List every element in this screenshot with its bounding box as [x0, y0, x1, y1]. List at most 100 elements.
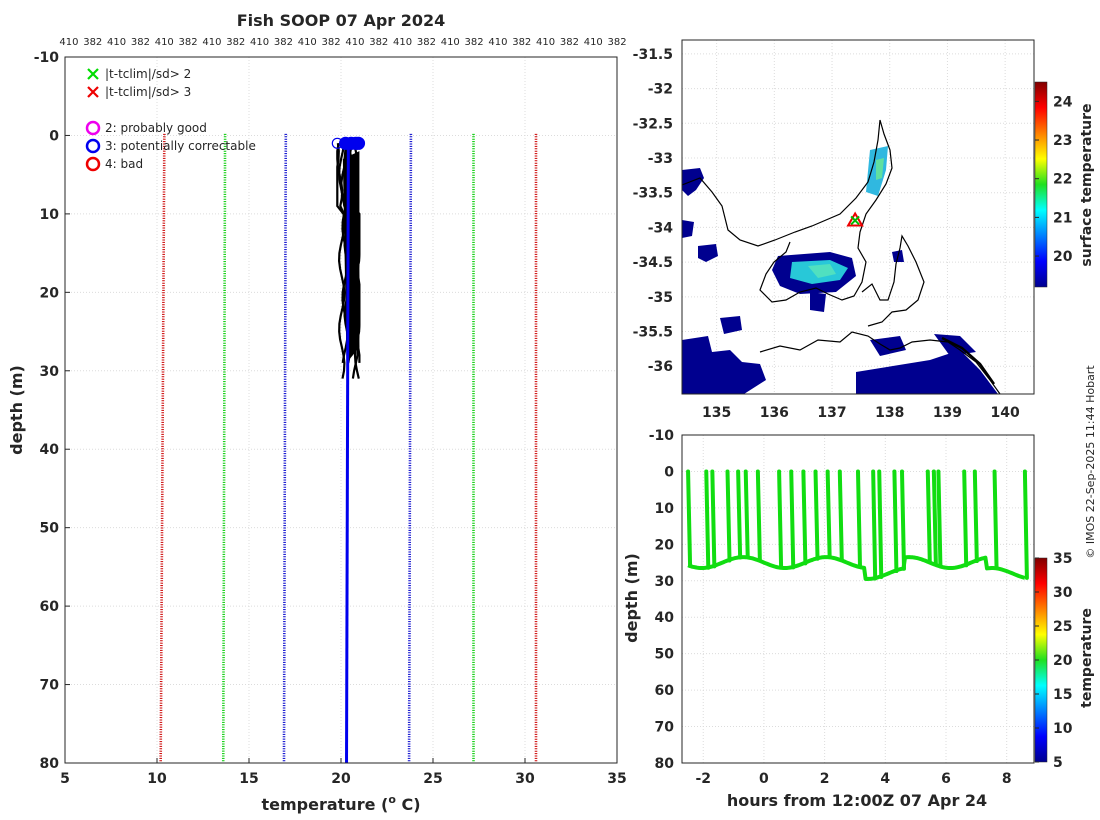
sst-patch-sw: [682, 336, 766, 394]
profile-y-label: depth (m): [7, 365, 26, 455]
profile-y-tick-label: 70: [40, 678, 60, 694]
timeseries-y-tick-label: 30: [655, 574, 675, 590]
timeseries-x-tick-label: 0: [759, 771, 769, 787]
timeseries-profile-cast: [743, 469, 750, 560]
timeseries-profile-cast: [871, 469, 878, 581]
timeseries-points: [686, 469, 1029, 581]
profile-y-tick-label: 40: [40, 442, 60, 458]
map-panel: 135 136 137 138 139 140 -31.5 -32 -32.5 -33 -33.5…: [633, 39, 1095, 421]
legend-label: 3: potentially correctable: [105, 139, 256, 153]
profile-legend: |t-tclim|/sd> 2 |t-tclim|/sd> 3 2: probabl…: [85, 67, 256, 172]
profile-top-label: 410: [584, 37, 603, 48]
mean-profile-line: [345, 143, 350, 764]
imos-watermark: © IMOS 22-Sep-2025 11:44 Hobart: [1084, 365, 1097, 559]
timeseries-x-ticks: -2 0 2 4 6 8: [695, 771, 1011, 787]
profile-x-ticks: 5 10 15 20 25 30 35: [60, 758, 627, 787]
timeseries-profile-cast: [686, 469, 693, 568]
profile-y-tick-label: -10: [34, 50, 60, 66]
timeseries-panel: -2 0 2 4 6 8 -10 0 10 20 30 40 50 60 70 80 hours from …: [622, 428, 1095, 810]
profile-x-label-text: temperature (: [261, 795, 388, 814]
timeseries-y-label: depth (m): [622, 553, 641, 643]
timeseries-profile-cast: [900, 469, 906, 571]
profile-top-label: 410: [298, 37, 317, 48]
map-y-tick-label: -31.5: [633, 47, 673, 63]
profile-x-tick-label: 20: [331, 771, 351, 787]
map-y-tick-label: -33: [648, 151, 673, 167]
profile-y-tick-label: 10: [40, 207, 60, 223]
map-colorbar-tick-label: 22: [1053, 172, 1072, 188]
map-x-tick-label: 138: [875, 405, 904, 421]
timeseries-profile-cast: [1022, 469, 1029, 580]
legend-label: |t-tclim|/sd> 2: [105, 67, 191, 81]
timeseries-x-tick-label: 8: [1002, 771, 1012, 787]
timeseries-x-tick-label: 6: [941, 771, 951, 787]
observed-profile-core: [342, 151, 360, 363]
map-contents: [682, 119, 1001, 394]
profile-top-label: 410: [155, 37, 174, 48]
profile-title: Fish SOOP 07 Apr 2024: [237, 11, 446, 30]
timeseries-y-tick-label: 70: [655, 720, 675, 736]
map-x-tick-label: 135: [702, 405, 731, 421]
map-colorbar-tick-label: 21: [1053, 210, 1072, 226]
profile-top-label: 382: [83, 37, 102, 48]
profile-top-label: 382: [369, 37, 388, 48]
observed-profile: [336, 143, 346, 379]
climatology-dots: [282, 133, 288, 763]
sst-gulf-head-core: [876, 158, 884, 180]
profile-top-label: 382: [131, 37, 150, 48]
timeseries-profile-cast: [825, 469, 832, 560]
timeseries-y-tick-label: 40: [655, 610, 675, 626]
timeseries-y-tick-label: 20: [655, 537, 675, 553]
timeseries-profile-cast: [992, 469, 999, 571]
profile-top-label: 382: [179, 37, 198, 48]
profile-top-label: 410: [202, 37, 221, 48]
legend-circle-marker: [85, 120, 101, 136]
timeseries-colorbar-ticks: 5 10 15 20 25 30 35: [1035, 551, 1073, 771]
profile-top-label: 410: [107, 37, 126, 48]
timeseries-profile-cast: [856, 469, 862, 569]
profile-top-label: 410: [441, 37, 460, 48]
timeseries-y-tick-label: 60: [655, 683, 675, 699]
map-y-tick-label: -35.5: [633, 325, 673, 341]
map-x-ticks: 135 136 137 138 139 140: [702, 405, 1020, 421]
timeseries-profile-cast: [892, 469, 899, 574]
legend-label: 2: probably good: [105, 121, 207, 135]
vessel-marker: [846, 211, 864, 227]
timeseries-profile-cast: [789, 469, 796, 570]
timeseries-y-tick-label: 50: [655, 647, 675, 663]
profile-y-tick-label: 80: [40, 756, 60, 772]
timeseries-x-label: hours from 12:00Z 07 Apr 24: [727, 791, 987, 810]
map-x-tick-label: 137: [817, 405, 846, 421]
legend-label: |t-tclim|/sd> 3: [105, 85, 191, 99]
legend-circle-marker: [85, 138, 101, 154]
map-colorbar-label: surface temperature: [1079, 103, 1095, 266]
map-x-tick-label: 139: [933, 405, 962, 421]
climatology-dots: [159, 133, 166, 763]
timeseries-colorbar-tick-label: 25: [1053, 619, 1072, 635]
timeseries-profile-cast: [877, 469, 884, 579]
map-y-tick-label: -32: [648, 82, 673, 98]
map-axes-frame: [681, 39, 1035, 395]
timeseries-colorbar-tick-label: 35: [1053, 551, 1072, 567]
profile-top-label: 410: [250, 37, 269, 48]
map-x-tick-label: 136: [760, 405, 789, 421]
map-y-tick-label: -36: [648, 359, 673, 375]
profile-top-label: 382: [417, 37, 436, 48]
map-y-tick-label: -34: [648, 220, 674, 236]
legend-x-marker: [87, 68, 99, 80]
profile-top-label: 382: [512, 37, 531, 48]
mean-profile: [331, 136, 366, 764]
timeseries-profile-cast: [755, 469, 762, 563]
profile-top-label: 410: [536, 37, 555, 48]
profile-top-label: 382: [608, 37, 627, 48]
profile-top-label: 382: [226, 37, 245, 48]
map-y-tick-label: -34.5: [633, 255, 673, 271]
profile-top-labels: 410 382 410 382 410 382 410 382 410 382 410 382 410 3…: [59, 37, 626, 48]
profile-x-tick-label: 15: [239, 771, 258, 787]
profile-top-label: 410: [345, 37, 364, 48]
timeseries-profile-cast: [704, 469, 711, 570]
profile-top-label: 410: [393, 37, 412, 48]
timeseries-colorbar-tick-label: 10: [1053, 721, 1073, 737]
climatology-line--3sd: [159, 133, 166, 763]
timeseries-profile-cast: [725, 469, 732, 563]
